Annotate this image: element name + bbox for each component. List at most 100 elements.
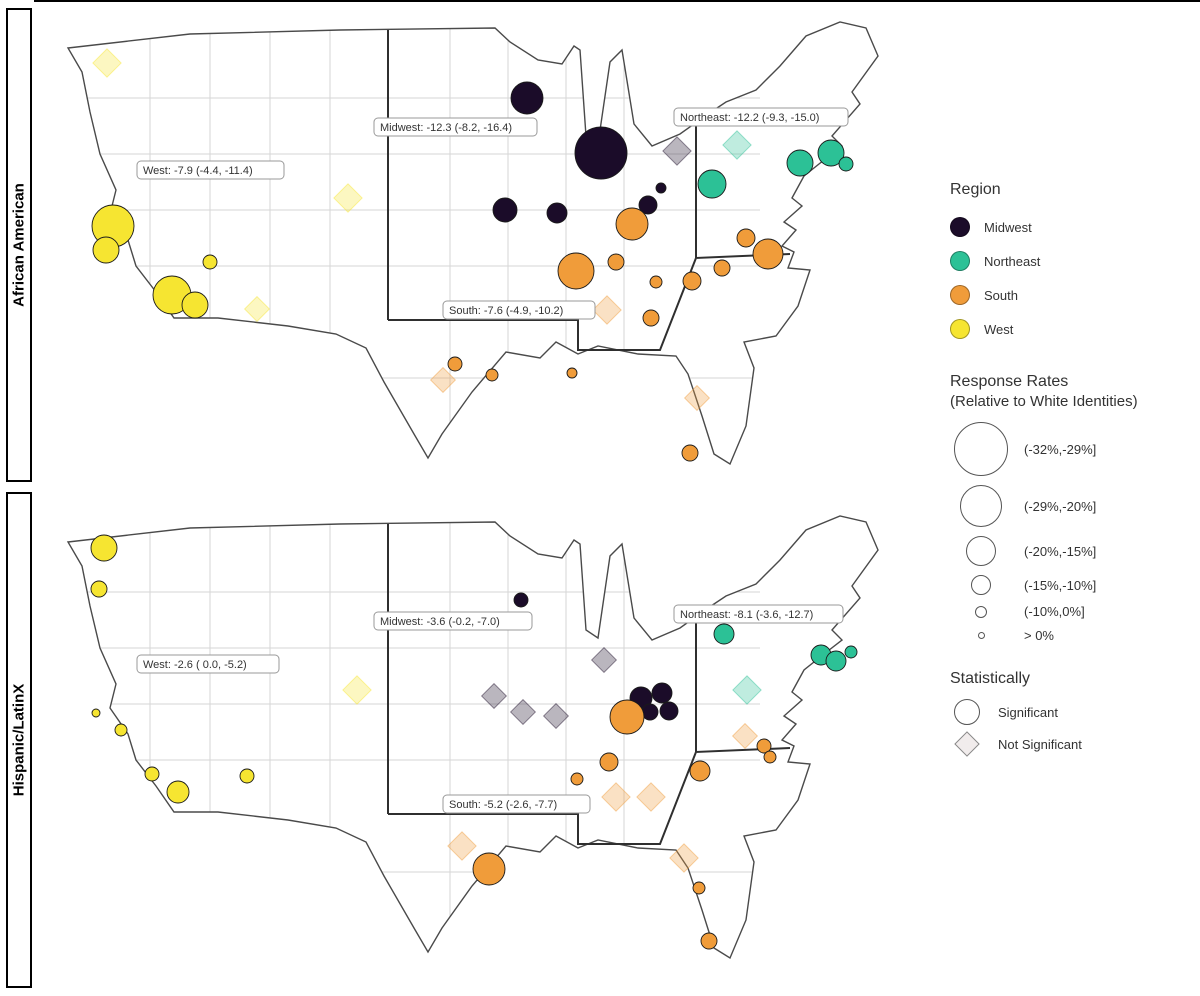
svg-text:West: -7.9 (-4.4, -11.4): West: -7.9 (-4.4, -11.4) — [143, 165, 253, 177]
size-item-label: (-15%,-10%] — [1024, 577, 1097, 593]
data-point-midwest — [659, 701, 679, 721]
data-point-south-not-significant — [636, 782, 666, 812]
data-point-midwest — [546, 202, 568, 224]
significance-shape-cell — [950, 731, 984, 757]
region-item-label: South — [984, 287, 1018, 303]
data-point-south-not-significant — [601, 782, 631, 812]
data-point-west — [144, 766, 160, 782]
map-hispanic-latinx: West: -2.6 ( 0.0, -5.2) Midwest: -3.6 (-0… — [66, 515, 879, 960]
data-point-midwest — [638, 195, 658, 215]
data-point-south — [763, 750, 777, 764]
size-circle-icon — [954, 422, 1008, 476]
data-point-south — [609, 699, 645, 735]
svg-text:South: -7.6 (-4.9, -10.2): South: -7.6 (-4.9, -10.2) — [449, 305, 563, 317]
data-point-south — [472, 852, 506, 886]
data-point-south-not-significant — [429, 366, 457, 394]
data-point-west — [181, 291, 209, 319]
data-point-south — [689, 760, 711, 782]
region-color-dot — [950, 285, 970, 305]
legend-significance-items: Significant Not Significant — [950, 699, 1198, 757]
svg-text:South: -5.2 (-2.6, -7.7): South: -5.2 (-2.6, -7.7) — [449, 799, 557, 811]
legend-size-item: (-15%,-10%] — [950, 575, 1198, 595]
data-point-south-not-significant — [592, 295, 622, 325]
data-point-west-not-significant — [92, 48, 122, 78]
size-item-label: (-32%,-29%] — [1024, 441, 1097, 457]
region-estimate-annotations: West: -7.9 (-4.4, -11.4) Midwest: -12.3 (… — [136, 107, 849, 320]
data-point-south — [756, 738, 772, 754]
data-point-midwest — [574, 126, 628, 180]
region-estimate-label: Midwest: -3.6 (-0.2, -7.0) — [373, 611, 533, 631]
data-point-south — [752, 238, 784, 270]
data-point-south — [649, 275, 663, 289]
size-circle-icon — [975, 605, 987, 618]
region-estimate-label: West: -2.6 ( 0.0, -5.2) — [136, 654, 280, 674]
map-african-american: West: -7.9 (-4.4, -11.4) Midwest: -12.3 (… — [66, 21, 879, 466]
data-point-midwest-not-significant — [542, 702, 570, 730]
legend-region-items: Midwest Northeast South West — [950, 210, 1198, 346]
significance-item-label: Significant — [998, 704, 1058, 720]
data-point-midwest — [651, 682, 673, 704]
size-circle-icon — [971, 575, 991, 595]
region-estimate-label: South: -5.2 (-2.6, -7.7) — [442, 794, 591, 814]
region-estimate-label: South: -7.6 (-4.9, -10.2) — [442, 300, 596, 320]
legend-size-item: (-32%,-29%] — [950, 422, 1198, 476]
state-borders — [68, 516, 760, 958]
legend-size-item: (-10%,0%] — [950, 604, 1198, 619]
data-point-west — [166, 780, 190, 804]
data-point-south — [713, 259, 731, 277]
us-outline — [66, 515, 879, 960]
row-label-hispanic-latinx: Hispanic/LatinX — [10, 683, 28, 797]
size-circle-cell — [950, 422, 1012, 476]
data-point-west-not-significant — [342, 675, 372, 705]
region-color-dot — [950, 251, 970, 271]
region-estimate-label: Northeast: -12.2 (-9.3, -15.0) — [673, 107, 849, 127]
data-point-northeast — [786, 149, 814, 177]
data-point-south — [642, 309, 660, 327]
data-point-west — [239, 768, 255, 784]
svg-text:West: -2.6 ( 0.0, -5.2): West: -2.6 ( 0.0, -5.2) — [143, 659, 247, 671]
row-label-african-american: African American — [10, 183, 28, 307]
legend-size-title-text: Response Rates — [950, 373, 1069, 390]
region-estimate-label: Northeast: -8.1 (-3.6, -12.7) — [673, 604, 844, 624]
data-point-northeast — [844, 645, 858, 659]
significance-shape-cell — [950, 699, 984, 725]
significant-circle-icon — [954, 699, 980, 725]
svg-text:Northeast: -8.1 (-3.6, -12.7): Northeast: -8.1 (-3.6, -12.7) — [680, 609, 813, 621]
us-outline — [66, 21, 879, 466]
data-point-south-not-significant — [683, 384, 711, 412]
data-point-northeast — [817, 139, 845, 167]
data-point-west-not-significant — [243, 295, 271, 323]
data-point-south — [485, 368, 499, 382]
data-point-south — [570, 772, 584, 786]
legend-size-item: (-29%,-20%] — [950, 485, 1198, 527]
data-point-south — [682, 271, 702, 291]
size-circle-cell — [950, 632, 1012, 639]
region-estimate-annotations: West: -2.6 ( 0.0, -5.2) Midwest: -3.6 (-0… — [136, 604, 844, 814]
size-circle-icon — [977, 632, 985, 639]
legend-size-item: > 0% — [950, 628, 1198, 643]
significance-item-label: Not Significant — [998, 736, 1082, 752]
legend-region-title: Region — [950, 181, 1001, 198]
legend-region-item-northeast: Northeast — [950, 244, 1198, 278]
data-points — [91, 48, 854, 462]
data-point-midwest-not-significant — [662, 136, 692, 166]
region-item-label: Midwest — [984, 219, 1032, 235]
data-point-south-not-significant — [447, 831, 477, 861]
legend-region-item-midwest: Midwest — [950, 210, 1198, 244]
size-item-label: > 0% — [1024, 628, 1054, 643]
data-point-west — [90, 534, 118, 562]
size-circle-cell — [950, 536, 1012, 566]
size-circle-icon — [966, 536, 996, 566]
size-circle-icon — [960, 485, 1002, 527]
data-point-south — [599, 752, 619, 772]
data-point-west — [91, 708, 101, 718]
legend: Region Midwest Northeast South West Respons… — [950, 180, 1198, 763]
region-color-dot — [950, 217, 970, 237]
svg-text:Midwest: -12.3 (-8.2, -16.4): Midwest: -12.3 (-8.2, -16.4) — [380, 122, 512, 134]
region-item-label: Northeast — [984, 253, 1041, 269]
data-point-west — [114, 723, 128, 737]
svg-text:Midwest: -3.6 (-0.2, -7.0): Midwest: -3.6 (-0.2, -7.0) — [380, 616, 500, 628]
legend-significance-title: Statistically — [950, 670, 1031, 687]
data-point-northeast — [697, 169, 727, 199]
